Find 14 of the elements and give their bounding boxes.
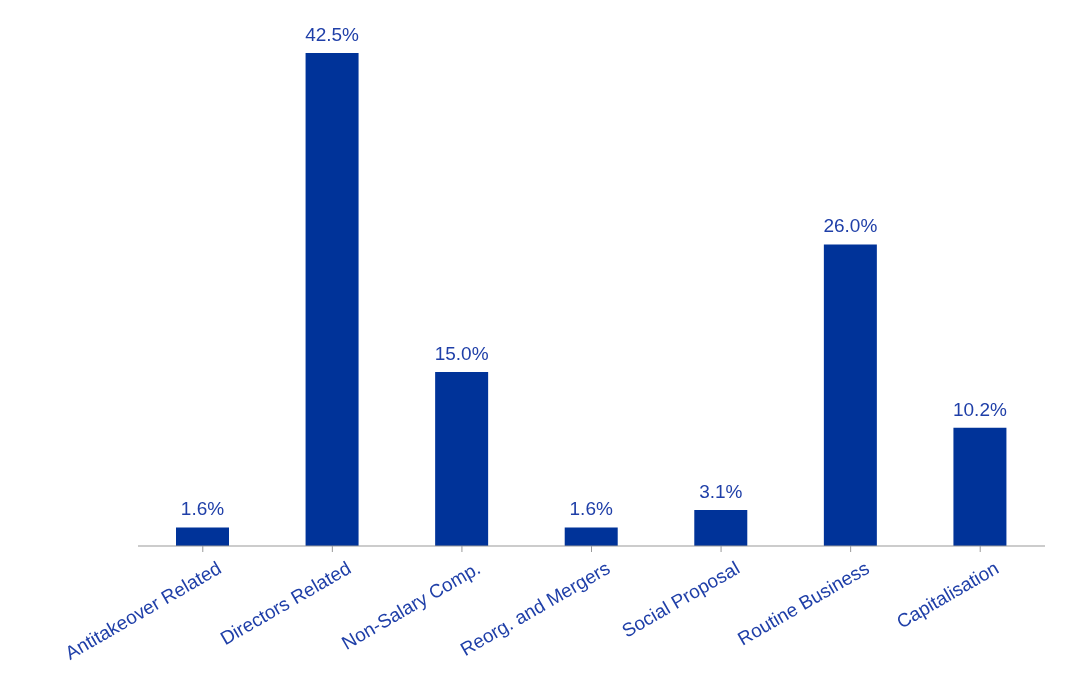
- data-label: 1.6%: [569, 498, 613, 520]
- bar: [694, 510, 748, 546]
- data-label: 15.0%: [434, 343, 489, 364]
- data-label: 10.2%: [952, 398, 1007, 420]
- data-label: 1.6%: [180, 498, 225, 520]
- bar: [953, 427, 1007, 546]
- bar: [305, 53, 359, 546]
- data-label: 26.0%: [823, 215, 878, 237]
- bar: [823, 244, 877, 546]
- data-label: 42.5%: [305, 24, 360, 45]
- data-label: 3.1%: [699, 481, 743, 503]
- bar: [176, 527, 229, 546]
- bar: [564, 527, 618, 546]
- bar: [435, 372, 489, 546]
